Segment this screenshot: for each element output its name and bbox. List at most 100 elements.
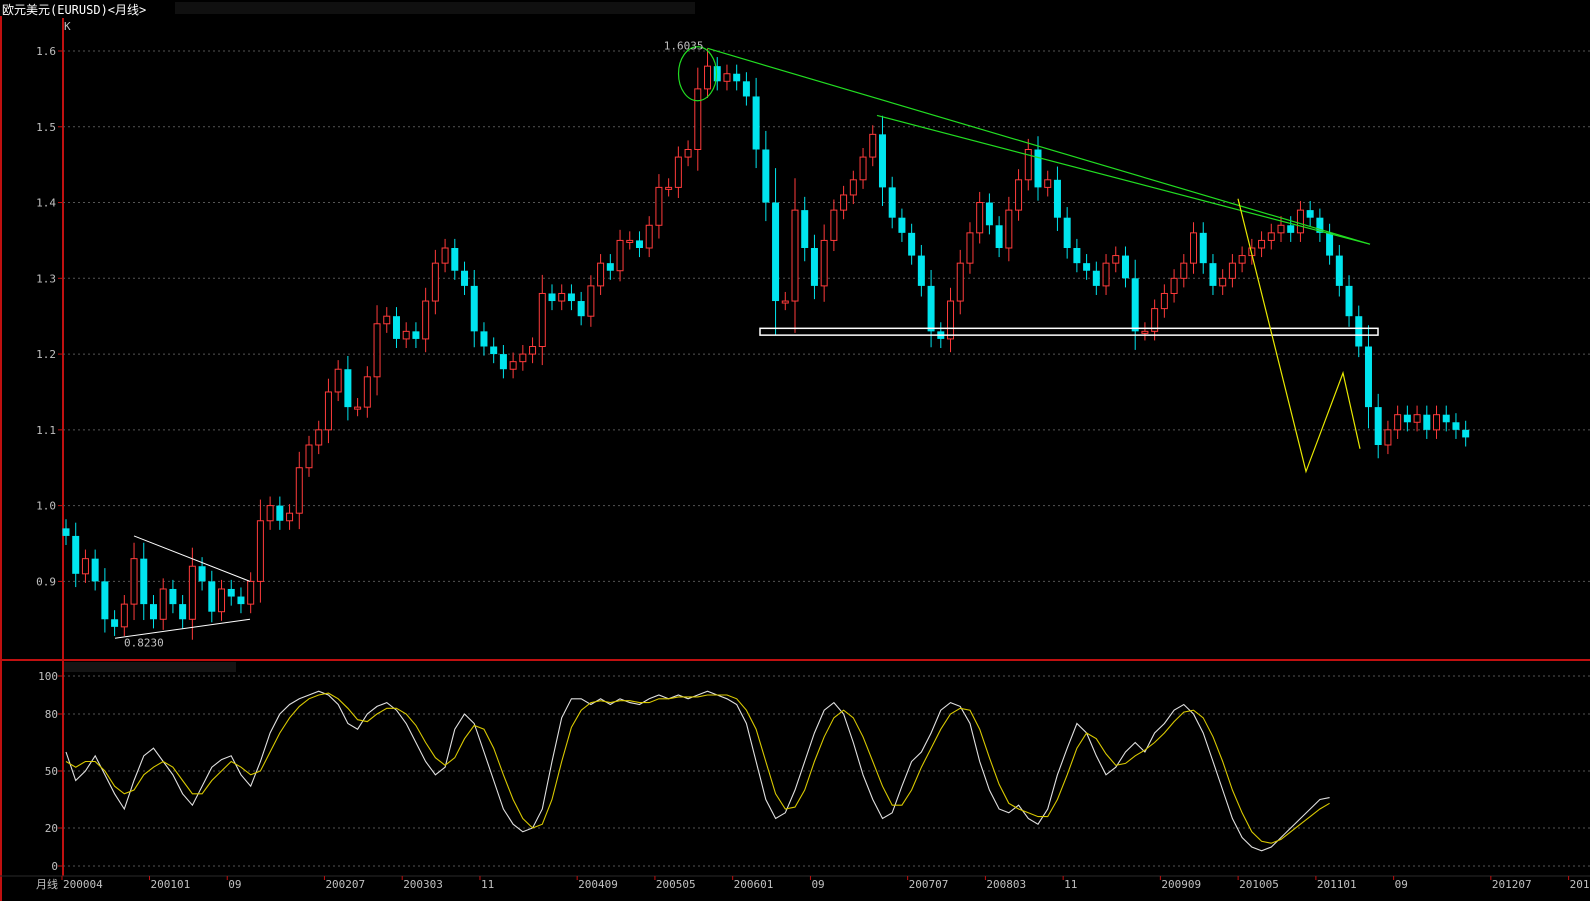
- candle-body-up: [956, 262, 964, 302]
- candle: [1180, 254, 1188, 288]
- candle: [1024, 138, 1032, 191]
- candle: [742, 72, 750, 106]
- candle: [849, 170, 857, 205]
- price-tick-label: 1.2: [36, 348, 56, 361]
- candle: [597, 254, 605, 295]
- candle-body-up: [840, 194, 848, 211]
- triangle-upper-line: [133, 535, 251, 582]
- candle: [1131, 259, 1139, 350]
- candle-body-down: [1306, 210, 1314, 218]
- candle-body-up: [354, 406, 362, 410]
- candle-body-down: [762, 149, 770, 203]
- candle: [179, 595, 187, 629]
- candle-body-down: [752, 96, 760, 150]
- lower-trendline: [876, 114, 1371, 245]
- candle-body-up: [859, 156, 867, 181]
- candle: [888, 176, 896, 229]
- candle-body-down: [1452, 422, 1460, 430]
- candle-body-down: [1092, 270, 1100, 286]
- candle: [324, 378, 332, 444]
- candle: [840, 185, 848, 220]
- candle-body-up: [120, 603, 128, 628]
- candle: [1355, 305, 1363, 358]
- candle: [62, 519, 70, 546]
- candle-body-down: [179, 604, 187, 620]
- candle: [111, 610, 119, 636]
- candle: [781, 291, 789, 311]
- candle-body-up: [694, 88, 702, 151]
- candle-body-down: [140, 558, 148, 605]
- x-tick-label: 201303: [1570, 878, 1590, 891]
- candle-body-down: [62, 528, 70, 536]
- candle-body-up: [723, 73, 731, 82]
- candle-body-up: [266, 505, 274, 522]
- candle: [72, 522, 80, 588]
- high-value-label: 1.6035: [664, 39, 704, 52]
- candle-body-down: [1083, 263, 1091, 271]
- candle-body-up: [781, 300, 789, 304]
- candle: [1238, 246, 1246, 273]
- candle-body-up: [587, 285, 595, 317]
- candle: [1219, 269, 1227, 295]
- candle: [752, 77, 760, 169]
- x-tick-label: 09: [1395, 878, 1408, 891]
- candle-body-up: [1228, 262, 1236, 279]
- period-label[interactable]: 月线: [36, 877, 58, 891]
- candle: [499, 344, 507, 379]
- candle: [1209, 254, 1217, 295]
- candle-body-up: [315, 429, 323, 446]
- candle-body-up: [645, 224, 653, 249]
- annotation-overlays: 1.6035 0.8230: [114, 39, 1379, 650]
- candle: [956, 249, 964, 315]
- candle: [1326, 223, 1334, 265]
- candle: [295, 451, 303, 530]
- candle: [947, 287, 955, 353]
- candle-body-down: [1403, 414, 1411, 423]
- candle: [655, 174, 663, 239]
- candle-body-up: [947, 300, 955, 340]
- candle-body-up: [1277, 224, 1285, 234]
- candle: [820, 224, 828, 302]
- candle-body-up: [626, 239, 634, 243]
- low-value-label: 0.8230: [124, 637, 164, 650]
- candle-body-up: [1170, 277, 1178, 294]
- candle: [286, 504, 294, 530]
- candle: [810, 234, 818, 300]
- candle-body-up: [441, 247, 449, 264]
- candle: [1112, 246, 1120, 273]
- candle-body-down: [801, 210, 809, 249]
- candle: [1005, 196, 1013, 262]
- candle: [461, 261, 469, 295]
- candle: [1170, 269, 1178, 303]
- candle: [169, 579, 177, 614]
- candle-body-down: [1063, 217, 1071, 249]
- candle-body-down: [227, 588, 235, 597]
- stoch-grid: [63, 675, 1590, 867]
- candle: [344, 355, 352, 421]
- candle-body-up: [791, 209, 799, 302]
- candle-body-down: [111, 619, 119, 627]
- stoch-line-k: [65, 690, 1330, 852]
- candle-body-down: [237, 596, 245, 605]
- candle: [577, 291, 585, 326]
- candle: [1316, 208, 1324, 242]
- candle-body-down: [742, 81, 750, 97]
- candle: [1083, 254, 1091, 280]
- candle-body-down: [985, 202, 993, 226]
- candle-body-up: [188, 565, 196, 620]
- candle: [587, 275, 595, 327]
- candle-body-up: [373, 323, 381, 378]
- x-tick-label: 200601: [734, 878, 774, 891]
- candle: [791, 178, 799, 333]
- candle: [869, 125, 877, 167]
- candle-body-down: [91, 558, 99, 582]
- candle-body-up: [665, 186, 673, 190]
- candle-body-up: [1141, 330, 1149, 334]
- candle-body-down: [635, 240, 643, 249]
- candle: [1199, 222, 1207, 274]
- candle-body-up: [684, 149, 692, 158]
- candle: [208, 570, 216, 623]
- candle-body-up: [1015, 179, 1023, 211]
- candle-body-up: [1151, 308, 1159, 332]
